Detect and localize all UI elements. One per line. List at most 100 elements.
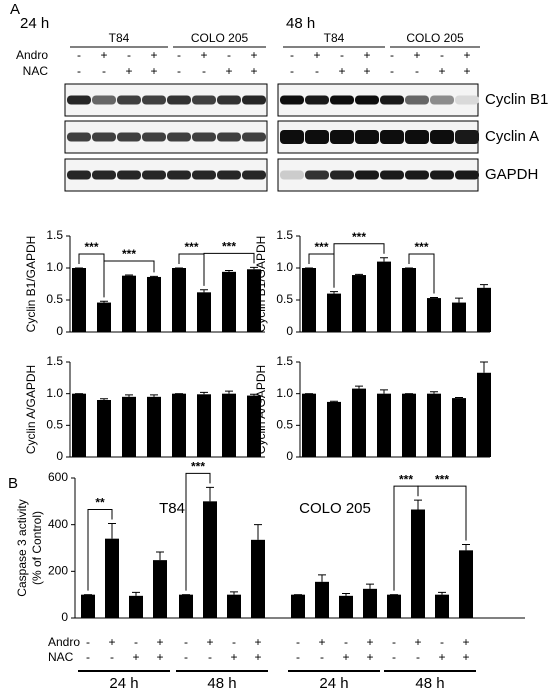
nac-sign: + <box>338 64 345 78</box>
error-bar <box>250 266 258 270</box>
y-axis-label: Cyclin A/GAPDH <box>24 365 38 454</box>
y-tick-label: 400 <box>48 517 68 531</box>
y-tick-label: 200 <box>48 564 68 578</box>
nac-sign: - <box>110 650 114 664</box>
blot-band <box>67 132 91 142</box>
andro-sign: - <box>290 48 294 62</box>
group-label: COLO 205 <box>191 31 249 45</box>
y-tick-label: 1.0 <box>46 260 63 274</box>
nac-sign: - <box>177 64 181 78</box>
blot-band <box>330 170 354 180</box>
andro-sign: + <box>254 635 261 649</box>
andro-sign: + <box>414 635 421 649</box>
blot-band <box>405 95 429 105</box>
blot-band <box>192 170 216 180</box>
y-tick-label: 1.0 <box>276 260 293 274</box>
bar <box>363 588 377 618</box>
error-bar <box>150 394 158 397</box>
error-bar <box>380 389 388 394</box>
significance-label: *** <box>435 472 449 486</box>
blot-band <box>455 95 479 105</box>
blot-band <box>280 130 304 144</box>
blot-band <box>380 95 404 105</box>
andro-sign: - <box>77 48 81 62</box>
bar <box>147 276 161 332</box>
y-axis-label: Cyclin A/GAPDH <box>254 365 268 454</box>
blot-band <box>405 170 429 180</box>
andro-sign: + <box>462 635 469 649</box>
nac-sign: + <box>225 64 232 78</box>
bar <box>222 271 236 332</box>
significance-bracket <box>87 509 113 591</box>
group-label: T84 <box>109 31 130 45</box>
blot-band <box>305 170 329 180</box>
period-label: 24 h <box>319 675 348 692</box>
nac-sign: - <box>102 64 106 78</box>
bar <box>251 539 265 618</box>
error-bar <box>125 274 133 276</box>
bar <box>291 594 305 618</box>
bar <box>452 302 466 332</box>
error-bar <box>254 524 262 540</box>
period-label: 48 h <box>415 675 444 692</box>
nac-sign: + <box>230 650 237 664</box>
time-label: 24 h <box>20 15 49 32</box>
andro-sign: + <box>100 48 107 62</box>
bar <box>459 550 473 618</box>
bar <box>377 261 391 332</box>
time-label: 48 h <box>286 15 315 32</box>
andro-sign: - <box>440 48 444 62</box>
blot-band <box>455 170 479 180</box>
andro-sign: - <box>440 635 444 649</box>
error-bar <box>414 499 422 510</box>
y-tick-label: 0 <box>286 324 293 338</box>
y-tick-label: 0 <box>61 610 68 624</box>
andro-sign: - <box>344 635 348 649</box>
period-label: 24 h <box>109 675 138 692</box>
y-tick-label: 1.5 <box>46 354 63 368</box>
error-bar <box>108 523 116 539</box>
blot-band <box>330 130 354 144</box>
bar <box>129 595 143 618</box>
nac-sign: - <box>208 650 212 664</box>
bar <box>172 393 186 457</box>
blot-band <box>92 95 116 105</box>
bar <box>352 388 366 457</box>
nac-sign: + <box>463 64 470 78</box>
andro-sign: + <box>318 635 325 649</box>
blot-band <box>305 130 329 144</box>
blot-band <box>430 170 454 180</box>
significance-label: *** <box>191 460 205 474</box>
blot-band <box>405 130 429 144</box>
y-tick-label: 0.5 <box>276 418 293 432</box>
significance-label: *** <box>222 240 236 254</box>
y-tick-label: 1.0 <box>276 386 293 400</box>
significance-label: *** <box>414 240 428 254</box>
blot-band <box>355 95 379 105</box>
bar <box>435 594 449 618</box>
significance-bracket <box>103 260 155 298</box>
blot-band <box>242 132 266 142</box>
andro-sign: - <box>390 48 394 62</box>
error-bar <box>355 385 363 389</box>
error-bar <box>330 291 338 294</box>
bar <box>302 393 316 457</box>
bar <box>147 396 161 457</box>
blot-band <box>167 95 191 105</box>
y-axis-label: Cyclin B1/GAPDH <box>24 236 38 333</box>
significance-bracket <box>185 472 211 591</box>
significance-label: ** <box>95 496 105 510</box>
blot-band <box>92 132 116 142</box>
andro-sign: + <box>366 635 373 649</box>
bar <box>172 268 186 332</box>
blot-band <box>217 170 241 180</box>
blot-band <box>380 130 404 144</box>
significance-label: *** <box>399 472 413 486</box>
bar <box>203 501 217 618</box>
y-tick-label: 0 <box>56 449 63 463</box>
andro-sign: + <box>200 48 207 62</box>
y-tick-label: 0.5 <box>46 418 63 432</box>
y-tick-label: 0.5 <box>276 292 293 306</box>
nac-sign: - <box>296 650 300 664</box>
